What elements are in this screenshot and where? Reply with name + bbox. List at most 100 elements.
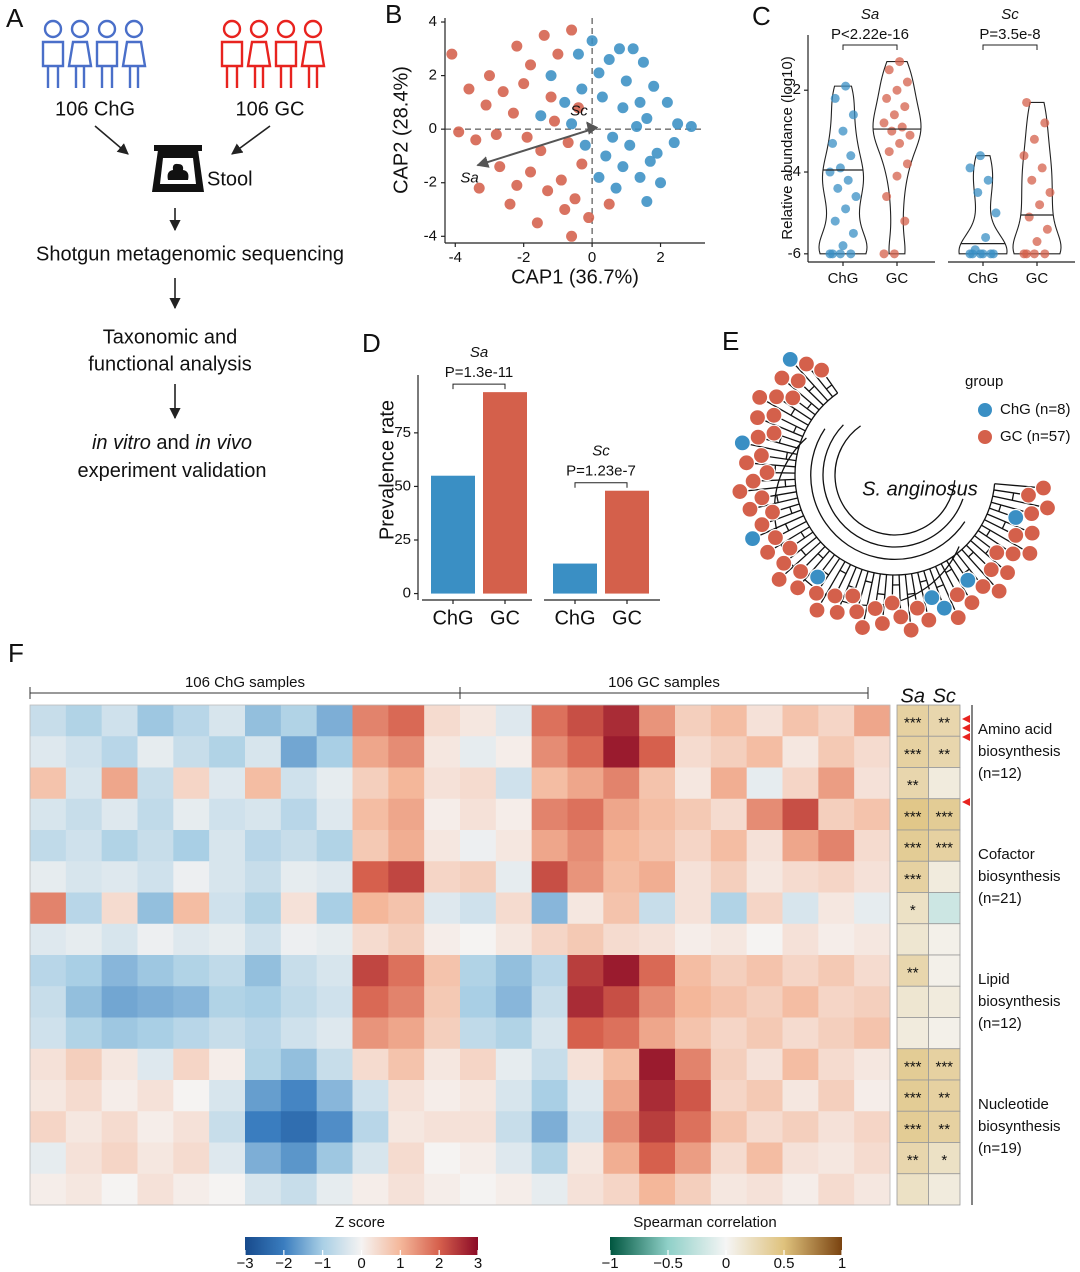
tree-tip [765, 424, 783, 442]
heatmap-cell [388, 861, 425, 893]
heatmap-cell [603, 736, 640, 768]
heatmap-cell [209, 798, 246, 831]
heatmap-cell [603, 798, 640, 831]
body [121, 40, 147, 88]
heatmap-cell [137, 1048, 174, 1081]
heatmap-cell [173, 892, 210, 925]
heatmap-cell [137, 1111, 174, 1143]
heatmap-cell [388, 1048, 425, 1081]
heatmap-cell [818, 1111, 855, 1143]
tree-tip [949, 609, 967, 627]
colorbar-title: Z score [335, 1214, 385, 1231]
heatmap-cell [567, 1142, 604, 1175]
heatmap-cell [101, 923, 138, 956]
tree-branch [784, 523, 790, 531]
heatmap-cell [280, 1080, 318, 1112]
point [617, 161, 629, 173]
correlation-cell [896, 892, 929, 925]
heatmap-cell [137, 736, 174, 768]
heatmap-cell [495, 1173, 533, 1206]
point [603, 198, 615, 210]
point [900, 216, 910, 226]
point [902, 159, 912, 169]
heatmap-cell [567, 861, 604, 893]
point [634, 171, 646, 183]
tree-tip [1023, 524, 1041, 542]
point [586, 35, 598, 47]
significance-stars: ** [938, 1090, 950, 1107]
heatmap-cell [675, 861, 712, 893]
heatmap-cell [460, 736, 497, 768]
point [572, 48, 584, 60]
heatmap-cell [818, 955, 855, 987]
point [552, 48, 564, 60]
heatmap-cell [675, 923, 712, 956]
point [973, 187, 983, 197]
point [576, 83, 588, 95]
p-value: P<2.22e-16 [831, 26, 909, 43]
heatmap-cell [101, 798, 138, 831]
heatmap-cell [65, 861, 103, 893]
heatmap-cell [388, 986, 425, 1018]
heatmap-cell [137, 1142, 174, 1175]
tree-branch [1011, 492, 1015, 501]
person-icon [274, 19, 298, 88]
tree-branch [817, 553, 824, 559]
point [1024, 212, 1034, 222]
heatmap-cell [567, 955, 604, 987]
legend-swatch [978, 430, 992, 444]
tree-branch [967, 551, 974, 558]
tree-branch [945, 568, 953, 574]
point [988, 249, 998, 259]
heatmap-cell [65, 1173, 103, 1206]
point [613, 43, 625, 55]
point [1022, 97, 1032, 107]
heatmap-cell [65, 986, 103, 1018]
heatmap-cell [352, 705, 389, 737]
correlation-cell [928, 767, 961, 800]
correlation-cell [928, 860, 961, 893]
heatmap-cell [280, 736, 318, 768]
point [879, 249, 889, 259]
heatmap-cell [818, 1017, 855, 1050]
heatmap-cell [352, 1080, 389, 1112]
point [446, 48, 458, 60]
point [603, 54, 615, 66]
heatmap-cell [209, 705, 246, 737]
heatmap-cell [65, 705, 103, 737]
heatmap-cell [818, 1142, 855, 1175]
significance-bracket [574, 482, 628, 488]
heatmap-cell [854, 955, 891, 987]
point [838, 126, 848, 136]
body [300, 40, 326, 88]
heatmap-cell [567, 1017, 604, 1050]
heatmap-cell [710, 986, 748, 1018]
heatmap-cell [603, 767, 640, 800]
head [97, 19, 117, 39]
heatmap-cell [352, 892, 389, 925]
heatmap-cell [388, 1173, 425, 1206]
colorbar-tick-label: 2 [435, 1255, 443, 1272]
heatmap-cell [352, 830, 389, 862]
heatmap-cell [495, 798, 533, 831]
point [983, 175, 993, 185]
heatmap-cell [388, 1080, 425, 1112]
point [835, 249, 845, 259]
point [882, 93, 892, 103]
colorbar [245, 1237, 478, 1255]
point [970, 245, 980, 255]
point [1037, 163, 1047, 173]
tree-tip [797, 355, 816, 373]
heatmap-cell [495, 767, 533, 800]
heatmap-cell [746, 767, 783, 800]
heatmap-cell [460, 798, 497, 831]
heatmap-cell [30, 1048, 67, 1081]
point [1040, 249, 1050, 259]
tree-tip [892, 608, 910, 626]
heatmap-cell [460, 1048, 497, 1081]
heatmap-cell [101, 955, 138, 987]
heatmap-cell [710, 830, 748, 862]
point [511, 40, 523, 52]
point [494, 161, 506, 173]
body [95, 40, 119, 88]
